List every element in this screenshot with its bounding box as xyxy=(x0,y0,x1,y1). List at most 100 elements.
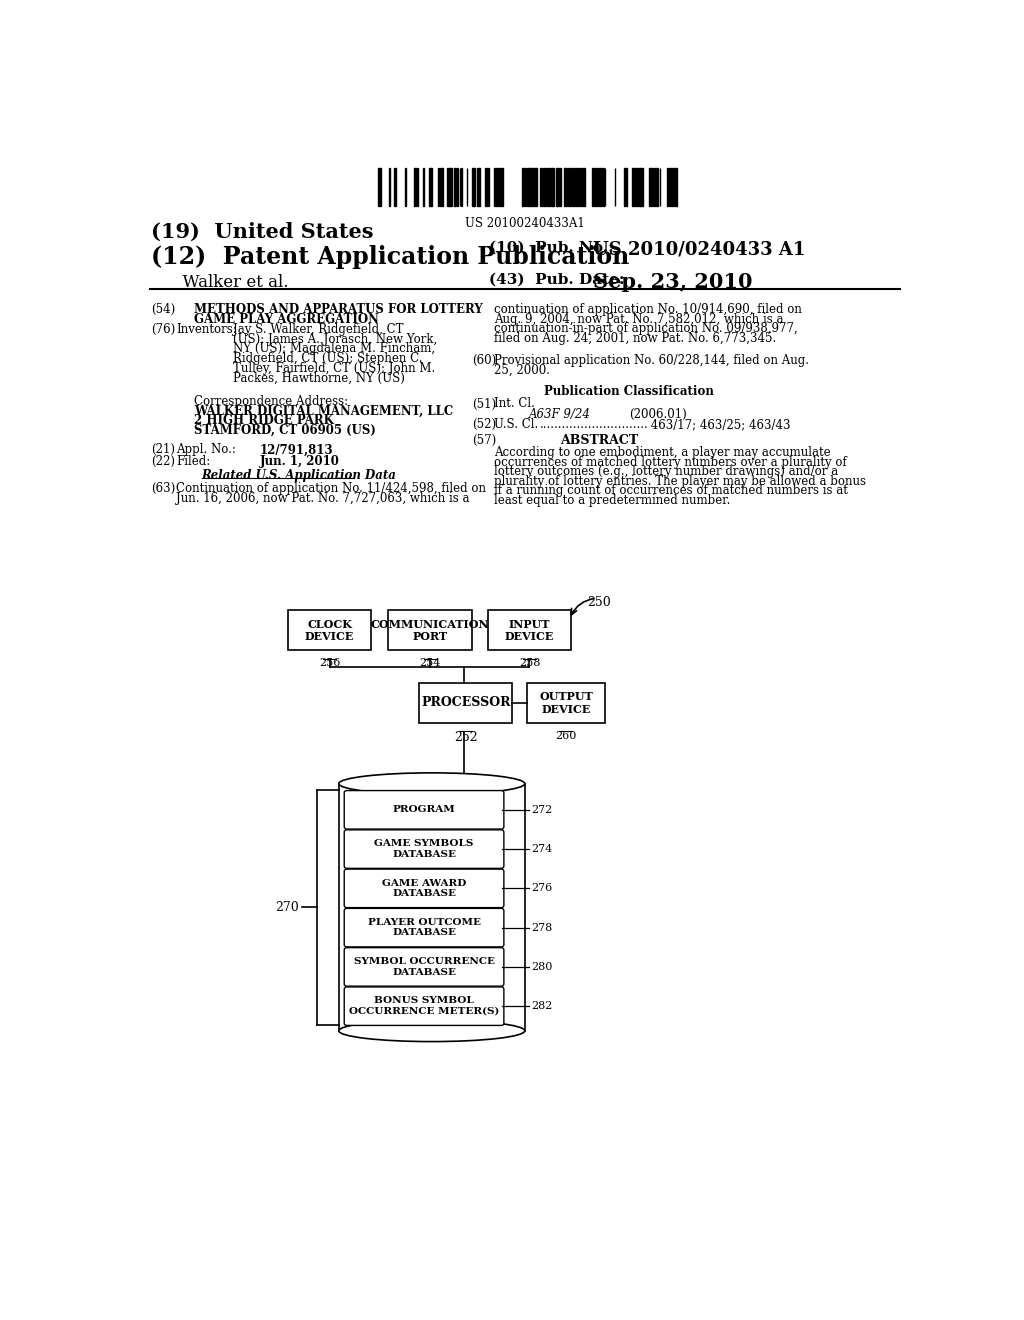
Text: (22): (22) xyxy=(152,455,175,469)
Bar xyxy=(524,168,526,206)
Text: 278: 278 xyxy=(531,923,552,933)
Text: if a running count of occurrences of matched numbers is at: if a running count of occurrences of mat… xyxy=(494,484,848,498)
Text: 280: 280 xyxy=(531,962,552,972)
FancyBboxPatch shape xyxy=(344,869,504,908)
FancyBboxPatch shape xyxy=(344,987,504,1026)
Text: CLOCK
DEVICE: CLOCK DEVICE xyxy=(305,619,354,643)
FancyBboxPatch shape xyxy=(344,948,504,986)
Text: GAME AWARD
DATABASE: GAME AWARD DATABASE xyxy=(382,879,466,898)
Text: (21): (21) xyxy=(152,444,175,457)
FancyBboxPatch shape xyxy=(388,610,472,651)
Bar xyxy=(429,168,432,206)
Text: U.S. Cl.: U.S. Cl. xyxy=(494,418,538,432)
Text: 463/17; 463/25; 463/43: 463/17; 463/25; 463/43 xyxy=(647,418,791,432)
Bar xyxy=(451,168,452,206)
Text: OUTPUT
DEVICE: OUTPUT DEVICE xyxy=(539,690,593,714)
Bar xyxy=(496,168,499,206)
FancyBboxPatch shape xyxy=(527,682,604,723)
Bar xyxy=(572,168,573,206)
Bar xyxy=(457,168,458,206)
Bar xyxy=(423,168,424,206)
Text: 272: 272 xyxy=(531,805,552,814)
Text: (2006.01): (2006.01) xyxy=(630,408,687,421)
Bar xyxy=(378,168,381,206)
Text: 260: 260 xyxy=(555,730,577,741)
Bar xyxy=(414,168,417,206)
Bar xyxy=(535,168,538,206)
Text: STAMFORD, CT 06905 (US): STAMFORD, CT 06905 (US) xyxy=(194,424,376,437)
Text: Ridgefield, CT (US); Stephen C.: Ridgefield, CT (US); Stephen C. xyxy=(232,352,422,366)
FancyBboxPatch shape xyxy=(344,791,504,829)
Text: Jay S. Walker, Ridgefield, CT: Jay S. Walker, Ridgefield, CT xyxy=(232,323,403,337)
Text: US 20100240433A1: US 20100240433A1 xyxy=(465,216,585,230)
FancyBboxPatch shape xyxy=(420,682,512,723)
Text: Walker et al.: Walker et al. xyxy=(152,275,289,290)
Text: Correspondence Address:: Correspondence Address: xyxy=(194,395,348,408)
Bar xyxy=(670,168,673,206)
Text: (54): (54) xyxy=(152,304,175,317)
Bar xyxy=(477,168,480,206)
Text: According to one embodiment, a player may accumulate: According to one embodiment, a player ma… xyxy=(494,446,830,459)
Text: A63F 9/24: A63F 9/24 xyxy=(528,408,591,421)
Text: COMMUNICATION
PORT: COMMUNICATION PORT xyxy=(371,619,489,643)
Bar xyxy=(568,168,570,206)
Bar xyxy=(339,784,524,1031)
Bar xyxy=(583,168,584,206)
Text: (US); James A. Jorasch, New York,: (US); James A. Jorasch, New York, xyxy=(232,333,437,346)
Bar xyxy=(594,168,597,206)
Text: (19)  United States: (19) United States xyxy=(152,222,374,242)
Text: (60): (60) xyxy=(472,354,497,367)
Text: INPUT
DEVICE: INPUT DEVICE xyxy=(505,619,554,643)
Text: filed on Aug. 24, 2001, now Pat. No. 6,773,345.: filed on Aug. 24, 2001, now Pat. No. 6,7… xyxy=(494,333,776,345)
Bar xyxy=(564,168,566,206)
Text: NY (US); Magdalena M. Fincham,: NY (US); Magdalena M. Fincham, xyxy=(232,342,435,355)
Text: (52): (52) xyxy=(472,418,497,432)
Text: PROCESSOR: PROCESSOR xyxy=(421,696,511,709)
Text: Int. Cl.: Int. Cl. xyxy=(494,397,535,411)
FancyBboxPatch shape xyxy=(288,610,372,651)
Text: 256: 256 xyxy=(318,659,340,668)
Bar xyxy=(454,168,456,206)
Text: GAME SYMBOLS
DATABASE: GAME SYMBOLS DATABASE xyxy=(375,840,474,859)
Text: Continuation of application No. 11/424,598, filed on: Continuation of application No. 11/424,5… xyxy=(176,482,486,495)
Text: 276: 276 xyxy=(531,883,552,894)
Text: ABSTRACT: ABSTRACT xyxy=(560,434,638,447)
Bar xyxy=(522,168,524,206)
Bar xyxy=(556,168,559,206)
Text: 258: 258 xyxy=(519,659,540,668)
Text: 254: 254 xyxy=(420,659,441,668)
Bar xyxy=(543,168,546,206)
Bar xyxy=(601,168,604,206)
Text: continuation of application No. 10/914,690, filed on: continuation of application No. 10/914,6… xyxy=(494,304,802,317)
Bar xyxy=(652,168,655,206)
Text: (43)  Pub. Date:: (43) Pub. Date: xyxy=(489,272,625,286)
Ellipse shape xyxy=(339,774,524,795)
Text: Filed:: Filed: xyxy=(176,455,210,469)
Text: 274: 274 xyxy=(531,843,552,854)
Text: 2 HIGH RIDGE PARK: 2 HIGH RIDGE PARK xyxy=(194,414,334,428)
Text: lottery outcomes (e.g., lottery number drawings) and/or a: lottery outcomes (e.g., lottery number d… xyxy=(494,465,838,478)
Text: SYMBOL OCCURRENCE
DATABASE: SYMBOL OCCURRENCE DATABASE xyxy=(353,957,495,977)
Text: (76): (76) xyxy=(152,323,175,337)
Text: 270: 270 xyxy=(274,900,299,913)
Text: Jun. 1, 2010: Jun. 1, 2010 xyxy=(260,455,340,469)
Text: least equal to a predetermined number.: least equal to a predetermined number. xyxy=(494,494,730,507)
Bar xyxy=(500,168,502,206)
Bar xyxy=(579,168,581,206)
Bar xyxy=(667,168,669,206)
FancyBboxPatch shape xyxy=(487,610,571,651)
Text: .............................: ............................. xyxy=(541,418,649,432)
Bar xyxy=(675,168,677,206)
Text: Appl. No.:: Appl. No.: xyxy=(176,444,236,457)
Text: PLAYER OUTCOME
DATABASE: PLAYER OUTCOME DATABASE xyxy=(368,917,480,937)
Text: (12)  Patent Application Publication: (12) Patent Application Publication xyxy=(152,244,630,269)
Bar xyxy=(440,168,442,206)
Text: 282: 282 xyxy=(531,1001,552,1011)
Bar xyxy=(649,168,652,206)
Text: WALKER DIGITAL MANAGEMENT, LLC: WALKER DIGITAL MANAGEMENT, LLC xyxy=(194,405,454,418)
Bar xyxy=(527,168,528,206)
Text: (63): (63) xyxy=(152,482,175,495)
Bar xyxy=(547,168,550,206)
Text: plurality of lottery entries. The player may be allowed a bonus: plurality of lottery entries. The player… xyxy=(494,475,866,488)
Bar xyxy=(624,168,627,206)
